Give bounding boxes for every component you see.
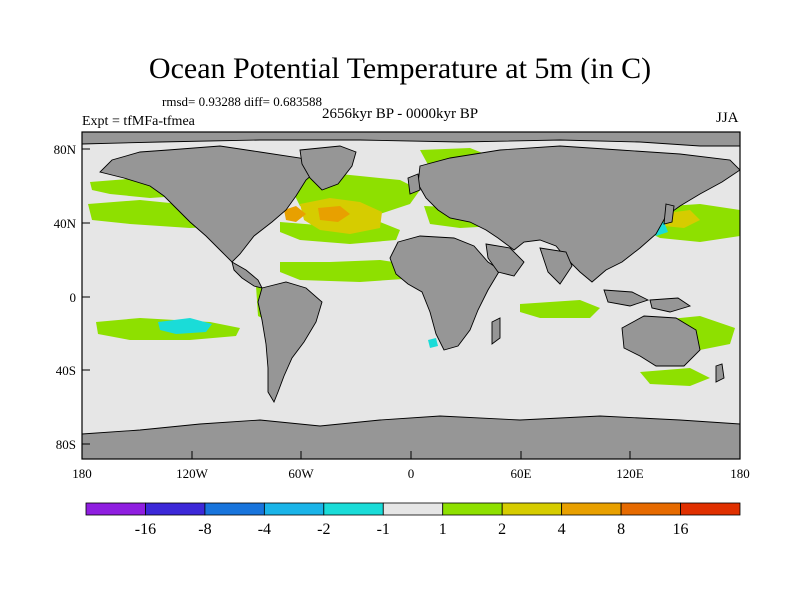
colorbar-swatch (620, 502, 681, 516)
colorbar-label: -16 (135, 521, 156, 538)
colorbar-label: 4 (558, 521, 566, 538)
lat-label-0: 0 (70, 290, 77, 305)
colorbar-swatch (680, 502, 741, 516)
colorbar-label: 1 (439, 521, 447, 538)
lon-label-0: 0 (408, 466, 415, 481)
colorbar-label: -4 (258, 521, 271, 538)
colorbar-label: 8 (617, 521, 625, 538)
colorbar-swatch (263, 502, 325, 516)
colorbar-swatch (561, 502, 622, 516)
lat-label-80s: 80S (56, 437, 76, 452)
colorbar-swatch (501, 502, 563, 516)
colorbar-swatch (442, 502, 503, 516)
colorbar-label: 2 (498, 521, 506, 538)
lat-label-40s: 40S (56, 363, 76, 378)
lon-label-180w: 180 (72, 466, 92, 481)
colorbar-label: -2 (317, 521, 330, 538)
colorbar-swatch (382, 502, 444, 516)
experiment-label: Expt = tfMFa-tfmea (82, 114, 195, 129)
map-title: Ocean Potential Temperature at 5m (in C) (148, 52, 652, 85)
longitude-axis: 180 120W 60W 0 60E 120E 180 (72, 451, 750, 481)
anomaly-4-8-region (284, 206, 350, 222)
lon-label-60e: 60E (511, 466, 532, 481)
period-label: 2656kyr BP - 0000kyr BP (322, 106, 479, 122)
lon-label-120e: 120E (616, 466, 644, 481)
lon-label-60w: 60W (288, 466, 314, 481)
lon-label-180e: 180 (730, 466, 750, 481)
latitude-axis: 80N 40N 0 40S 80S (54, 142, 90, 452)
colorbar-swatch (145, 502, 206, 516)
land-masses (82, 132, 740, 459)
colorbar-label: -8 (198, 521, 211, 538)
lat-label-80n: 80N (54, 142, 77, 157)
stats-text: rmsd= 0.93288 diff= 0.683588 (162, 94, 322, 109)
season-label: JJA (716, 110, 739, 126)
colorbar-swatch (323, 502, 384, 516)
colorbar-swatch (85, 502, 146, 516)
colorbar-label: -1 (377, 521, 390, 538)
colorbar-label: 16 (673, 521, 689, 538)
colorbar-swatch (204, 502, 265, 516)
lon-label-120w: 120W (176, 466, 209, 481)
lat-label-40n: 40N (54, 216, 77, 231)
colorbar: -16 -8 -4 -2 -1 1 2 4 8 16 (85, 502, 741, 538)
